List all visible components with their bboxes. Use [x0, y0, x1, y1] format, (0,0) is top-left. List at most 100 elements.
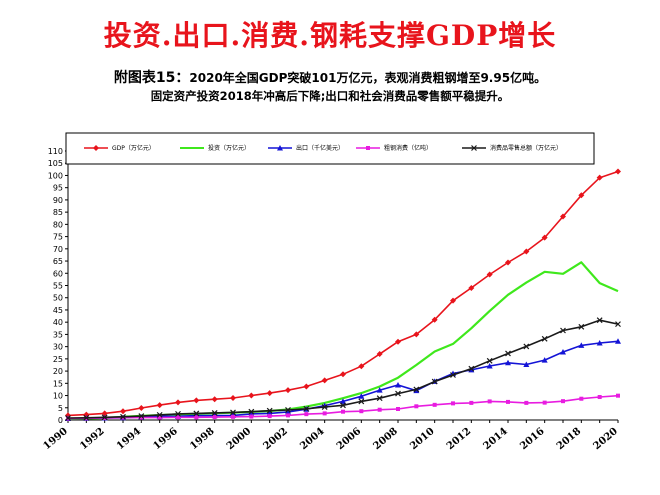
y-tick-label: 40 [53, 318, 63, 327]
data-point [248, 392, 255, 399]
legend-label: GDP（万亿元） [112, 144, 155, 152]
data-point [101, 414, 108, 421]
data-point [138, 405, 145, 412]
data-point [505, 259, 511, 266]
data-point [396, 406, 400, 411]
data-point [231, 414, 235, 419]
data-point [211, 409, 218, 416]
x-tick-label: 2014 [482, 426, 510, 452]
data-point [285, 407, 291, 413]
data-point [266, 390, 273, 397]
data-point [450, 297, 456, 304]
data-point [395, 390, 401, 397]
y-tick-label: 50 [53, 294, 63, 303]
chart-title: 投资.出口.消费.钢耗支撑GDP增长 [103, 19, 557, 52]
x-tick-label: 2002 [262, 426, 290, 452]
data-point [321, 377, 328, 384]
x-tick-label: 2006 [335, 426, 363, 452]
data-point [597, 395, 602, 400]
series-line [67, 170, 619, 417]
data-point [212, 415, 217, 420]
y-tick-label: 75 [53, 233, 63, 242]
data-point [358, 363, 365, 370]
data-point [249, 414, 254, 419]
data-point [395, 382, 401, 388]
data-point [322, 411, 327, 416]
series-line [67, 261, 619, 420]
data-point [358, 393, 365, 399]
data-point [340, 398, 346, 404]
data-point [505, 359, 511, 366]
y-tick-label: 55 [53, 282, 63, 291]
data-point [230, 394, 236, 401]
series-0 [65, 168, 621, 419]
data-point [579, 396, 584, 401]
chart-legend: GDP（万亿元） 投资（万亿元） 出口（千亿美元） 粗钢消费（亿吨） 消费品零售总额（万… [65, 132, 595, 165]
data-point [523, 248, 530, 255]
data-point [578, 323, 585, 330]
data-point [376, 387, 383, 393]
data-point [139, 415, 144, 420]
data-point [340, 371, 346, 378]
data-point [156, 411, 163, 418]
data-point [560, 213, 566, 220]
data-point [541, 357, 548, 363]
data-point [120, 413, 126, 420]
data-point [561, 399, 565, 404]
data-point [431, 378, 438, 385]
data-point [193, 410, 200, 417]
y-tick-label: 20 [53, 367, 63, 376]
data-point [304, 412, 309, 417]
data-point [340, 402, 346, 409]
data-point [560, 349, 566, 355]
data-point [486, 271, 493, 278]
data-point [615, 338, 621, 344]
series-4 [65, 317, 621, 421]
data-point [414, 404, 419, 409]
data-point [120, 408, 126, 415]
y-tick-label: 60 [53, 269, 63, 278]
legend-label: 消费品零售总额（万亿元） [490, 144, 562, 152]
data-point [487, 399, 492, 404]
x-tick-label: 1994 [115, 426, 143, 452]
x-tick-label: 1998 [188, 426, 216, 452]
y-tick-label: 30 [53, 343, 63, 352]
data-point [432, 402, 437, 407]
data-point [194, 415, 199, 420]
chart-series [65, 168, 621, 422]
data-point [541, 234, 548, 241]
data-point [524, 400, 529, 405]
data-point [277, 145, 283, 151]
y-tick-label: 95 [53, 184, 63, 193]
subtitle-lead: 附图表15： [113, 70, 190, 86]
data-point [266, 407, 273, 414]
y-tick-label: 15 [53, 379, 63, 388]
data-point [469, 400, 474, 405]
data-point [413, 331, 420, 338]
data-point [616, 393, 620, 398]
data-point [175, 399, 181, 406]
x-tick-label: 2000 [225, 426, 253, 452]
y-tick-label: 110 [48, 147, 63, 156]
data-point [523, 361, 530, 367]
data-point [578, 342, 585, 348]
data-point [101, 410, 108, 417]
data-point [468, 284, 475, 291]
data-point [321, 404, 328, 410]
y-tick-label: 10 [53, 392, 63, 401]
x-tick-label: 2018 [555, 426, 583, 452]
data-point [578, 192, 585, 199]
data-point [376, 395, 383, 402]
data-point [596, 339, 603, 346]
data-point [413, 386, 420, 393]
data-point [359, 409, 364, 414]
y-tick-label: 100 [48, 171, 63, 180]
data-point [230, 409, 236, 416]
y-tick-label: 25 [53, 355, 63, 364]
data-point [286, 413, 290, 418]
data-point [248, 408, 255, 415]
y-tick-label: 0 [58, 416, 63, 425]
data-point [93, 145, 99, 151]
data-point [303, 405, 310, 412]
